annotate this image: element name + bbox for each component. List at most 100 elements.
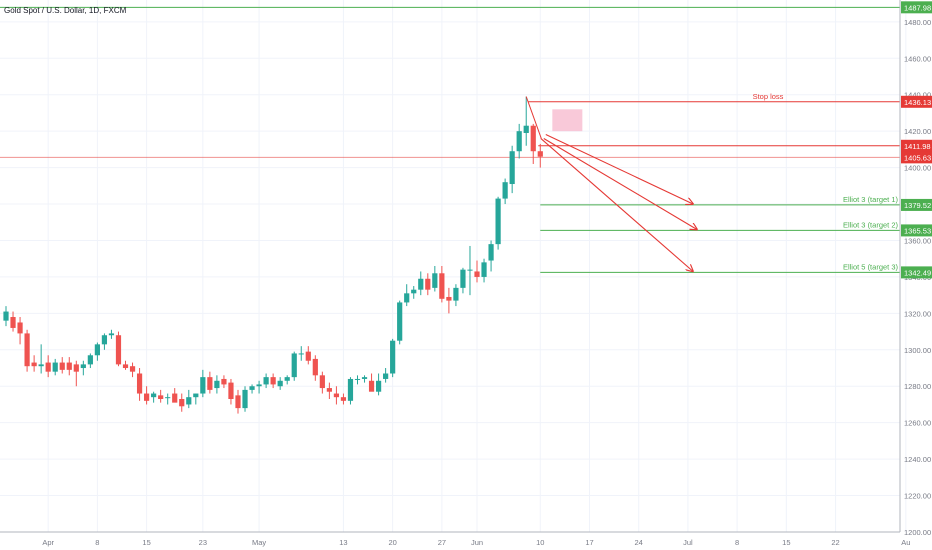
candle [495,196,501,250]
candle [186,389,192,409]
candle [277,377,283,390]
candle-body [122,364,129,369]
time-axis[interactable]: Apr 8 15 23 May 13 20 27 Jun 10 17 24 Jul 8 15 22 Au [0,531,910,547]
candle-body [101,335,108,345]
trade-annotations [525,96,697,272]
price-tag-text: 1436.13 [904,98,931,107]
y-tick-label: 1300.00 [904,346,931,355]
candle-body [495,198,501,245]
x-tick-label: Apr [42,538,54,547]
candle [158,389,164,403]
level-text: Elliot 5 (target 3) [843,262,899,271]
x-tick-label: 27 [438,538,446,547]
candle-body [80,364,86,369]
candle [326,382,332,399]
price-tag-bg [901,224,932,237]
candle [242,386,248,412]
candle [80,360,86,376]
y-tick-label: 1240.00 [904,455,931,464]
candle [390,338,396,378]
candle-body [193,393,199,398]
x-tick-label: 20 [388,538,396,547]
candle [115,331,122,367]
candle-body [516,131,522,152]
x-tick-label: 10 [536,538,544,547]
level-target-2: Elliot 3 (target 2) [540,220,900,231]
candle-body [256,384,262,387]
candle [73,360,79,387]
candle-body [172,393,178,403]
candle [460,267,466,294]
candle [263,373,269,389]
candle-body [432,273,438,288]
candle [200,369,206,398]
candle [453,284,459,307]
candle-body [235,395,241,409]
x-tick-label: 8 [735,538,739,547]
candle-body [52,362,58,372]
candle-body [305,351,311,361]
candle [31,355,37,372]
candle-body [200,377,206,394]
level-price-tag: 1436.13 [901,95,932,108]
candle [214,375,220,394]
y-tick-label: 1360.00 [904,236,931,245]
stop-zone [552,109,583,132]
x-tick-label: 15 [142,538,150,547]
candle-body [277,380,283,387]
candle-body [108,333,115,336]
candle-body [411,289,417,294]
candle-body [446,296,452,301]
candle [509,145,515,194]
x-tick-label: 24 [635,538,643,547]
x-tick-label: May [252,538,266,547]
candle-body [460,269,466,288]
candle-body [151,393,157,398]
x-tick-label: 8 [95,538,99,547]
candle-body [38,364,44,367]
candle [368,373,375,392]
candle [404,284,410,307]
candle [122,360,129,370]
candle-body [418,278,424,290]
candle [319,371,325,394]
y-tick-label: 1280.00 [904,382,931,391]
candle-body [502,182,508,199]
projection-arrow [540,138,693,271]
level-text: Elliot 3 (target 1) [843,195,899,204]
candle [347,377,354,405]
candlestick-series [3,96,543,414]
candle [193,393,199,405]
candle [467,245,473,296]
candle-body [291,353,297,378]
candle [397,300,403,345]
candle-body [523,125,529,133]
price-tag-bg [901,198,932,211]
candle [516,123,522,159]
candle-body [94,344,100,356]
price-axis[interactable]: 1200.00 1220.00 1240.00 1260.00 1280.00 1300.… [899,0,932,537]
price-tag-text: 1411.98 [904,142,931,151]
candle [66,357,72,376]
candle [59,357,65,374]
candle [432,266,438,292]
candle [305,346,311,365]
candle-body [347,378,354,401]
candle [207,371,213,394]
candle [411,286,417,299]
candle-body [319,375,325,389]
candle [228,378,234,405]
level-text: Elliot 3 (target 2) [843,220,899,229]
candle [284,375,290,385]
candle-body [186,397,192,405]
candle-body [509,151,515,185]
candle-body [207,377,213,390]
candle-body [425,278,431,290]
price-tag-bg [901,1,932,14]
candle-body [333,393,340,398]
level-stop-loss: Stop loss [528,92,900,103]
price-tag-bg [901,151,932,164]
candle-body [375,380,382,392]
y-tick-label: 1220.00 [904,492,931,501]
